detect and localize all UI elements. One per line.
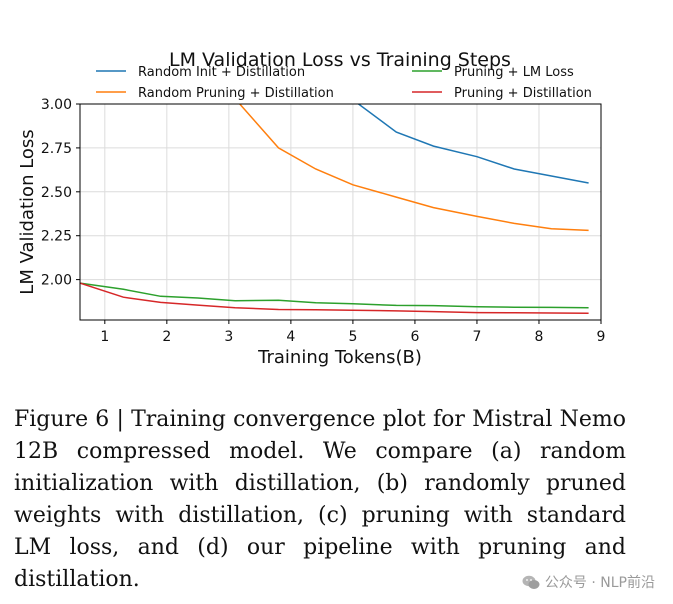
axis-ticks: 1 2 3 4 5 6 7 8 9 2.00 2.25 2.50 2.75 3.00	[41, 97, 606, 345]
x-axis-label: Training Tokens(B)	[257, 347, 422, 368]
x-tick-label: 2	[162, 329, 171, 345]
legend-label-4: Pruning + Distillation	[454, 86, 592, 101]
x-tick-label: 7	[472, 329, 481, 345]
y-tick-label: 2.75	[41, 141, 72, 157]
x-tick-label: 8	[535, 329, 544, 345]
x-tick-label: 9	[597, 329, 606, 345]
x-tick-label: 1	[100, 329, 109, 345]
y-tick-label: 3.00	[41, 97, 72, 113]
series-line-2	[238, 104, 589, 232]
figure-caption: Figure 6 | Training convergence plot for…	[14, 407, 626, 592]
plot-frame	[79, 103, 602, 321]
y-axis-label: LM Validation Loss	[17, 129, 38, 294]
x-tick-label: 3	[224, 329, 233, 345]
x-tick-label: 4	[286, 329, 295, 345]
series-line-3	[80, 282, 589, 309]
grid-lines	[80, 103, 602, 320]
y-tick-label: 2.50	[41, 185, 72, 201]
legend: Random Init + Distillation Random Pruning…	[96, 65, 592, 101]
series-line-1	[357, 104, 589, 184]
y-tick-label: 2.00	[41, 273, 72, 289]
watermark: 公众号 · NLP前沿	[522, 572, 655, 592]
series-lines	[80, 104, 589, 315]
training-loss-chart: 1 2 3 4 5 6 7 8 9 2.00 2.25 2.50 2.75 3.00 LM Validat…	[17, 49, 606, 368]
y-tick-label: 2.25	[41, 229, 72, 245]
legend-label-3: Pruning + LM Loss	[454, 65, 574, 80]
watermark-text: 公众号 · NLP前沿	[544, 575, 655, 591]
legend-label-2: Random Pruning + Distillation	[138, 86, 334, 101]
series-line-4	[80, 282, 589, 315]
legend-label-1: Random Init + Distillation	[138, 65, 305, 80]
x-tick-label: 5	[348, 329, 357, 345]
chart-title: LM Validation Loss vs Training Steps	[169, 49, 511, 71]
wechat-icon	[522, 575, 540, 589]
x-tick-label: 6	[410, 329, 419, 345]
